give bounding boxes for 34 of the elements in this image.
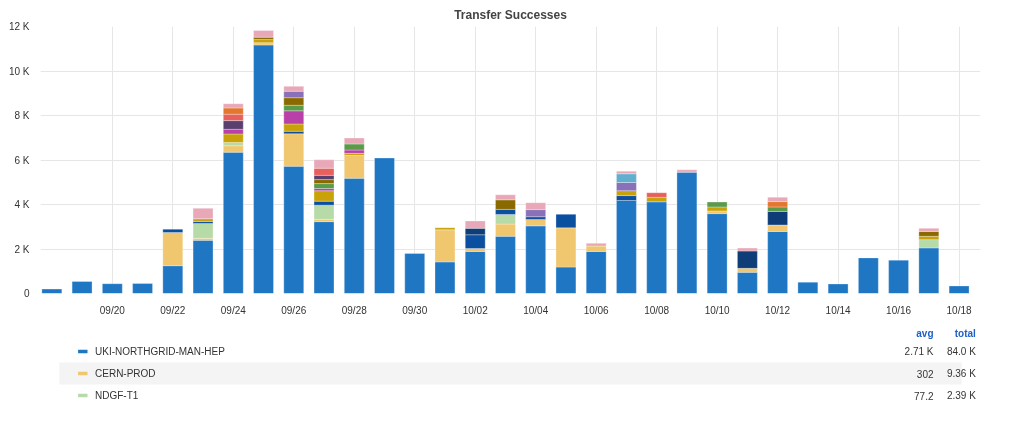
x-tick-label: 10/16 — [886, 304, 912, 316]
x-tick-label: 09/28 — [341, 304, 368, 316]
x-tick-label: 10/08 — [644, 304, 670, 316]
x-tick-label: 10/10 — [704, 304, 731, 316]
legend-label: UKI-NORTHGRID-MAN-HEP — [95, 346, 226, 357]
y-tick-label: 8 K — [14, 110, 30, 121]
x-tick-label: 10/14 — [825, 304, 852, 316]
y-tick-label: 4 K — [14, 199, 30, 210]
legend-label: NDGF-T1 — [95, 390, 139, 401]
y-tick-label: 10 K — [8, 65, 30, 77]
x-tick-label: 10/04 — [523, 304, 549, 316]
y-tick-label: 12 K — [8, 21, 30, 32]
y-tick-label: 0 — [23, 288, 30, 299]
x-tick-label: 09/26 — [281, 304, 307, 316]
x-tick-label: 10/02 — [462, 304, 489, 316]
y-tick-label: 6 K — [14, 154, 30, 166]
text: 2.71 K — [904, 346, 934, 357]
legend-label: CERN-PROD — [95, 368, 156, 379]
x-tick-label: 10/18 — [946, 304, 973, 316]
x-tick-label: 10/12 — [765, 304, 791, 316]
text: 84.0 K — [946, 346, 977, 357]
x-tick-label: 10/06 — [583, 304, 610, 316]
x-tick-label: 09/24 — [220, 304, 247, 316]
text: 2.39 K — [946, 390, 977, 401]
x-tick-label: 09/22 — [160, 304, 186, 316]
x-tick-label: 09/30 — [402, 304, 428, 316]
text: avg — [916, 328, 934, 340]
y-tick-label: 2 K — [14, 243, 30, 255]
text: total — [954, 328, 977, 340]
x-tick-label: 09/20 — [99, 304, 126, 316]
chart-title: Transfer Successes — [454, 7, 568, 22]
text: 77.2 — [914, 390, 934, 402]
text: 302 — [916, 368, 934, 380]
text: 9.36 K — [946, 368, 977, 379]
